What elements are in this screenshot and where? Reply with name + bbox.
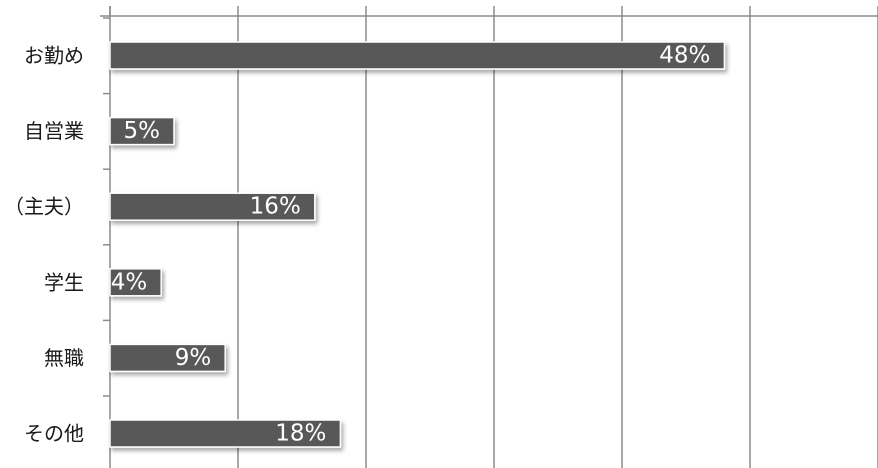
category-label-2: （主夫） bbox=[4, 195, 84, 219]
bar-0 bbox=[109, 41, 726, 70]
value-label-4: 9% bbox=[175, 345, 212, 371]
bar-4 bbox=[109, 343, 226, 373]
value-labels: 48% 5% 16% 4% 9% 18% bbox=[111, 43, 711, 447]
value-label-2: 16% bbox=[250, 194, 301, 220]
axes bbox=[100, 6, 878, 468]
bar-3 bbox=[109, 268, 162, 297]
value-label-1: 5% bbox=[124, 118, 161, 144]
category-label-3: 学生 bbox=[44, 270, 84, 294]
category-label-5: その他 bbox=[24, 422, 84, 446]
gridlines bbox=[237, 16, 878, 468]
value-label-5: 18% bbox=[275, 421, 326, 447]
bar-2 bbox=[109, 192, 316, 221]
category-label-1: 自営業 bbox=[24, 119, 84, 143]
bars bbox=[109, 41, 726, 448]
bar-1 bbox=[109, 116, 175, 146]
value-label-3: 4% bbox=[111, 269, 148, 295]
category-label-4: 無職 bbox=[44, 346, 84, 370]
value-label-0: 48% bbox=[659, 43, 710, 69]
bar-5 bbox=[109, 419, 342, 448]
category-label-0: お勤め bbox=[24, 44, 84, 68]
